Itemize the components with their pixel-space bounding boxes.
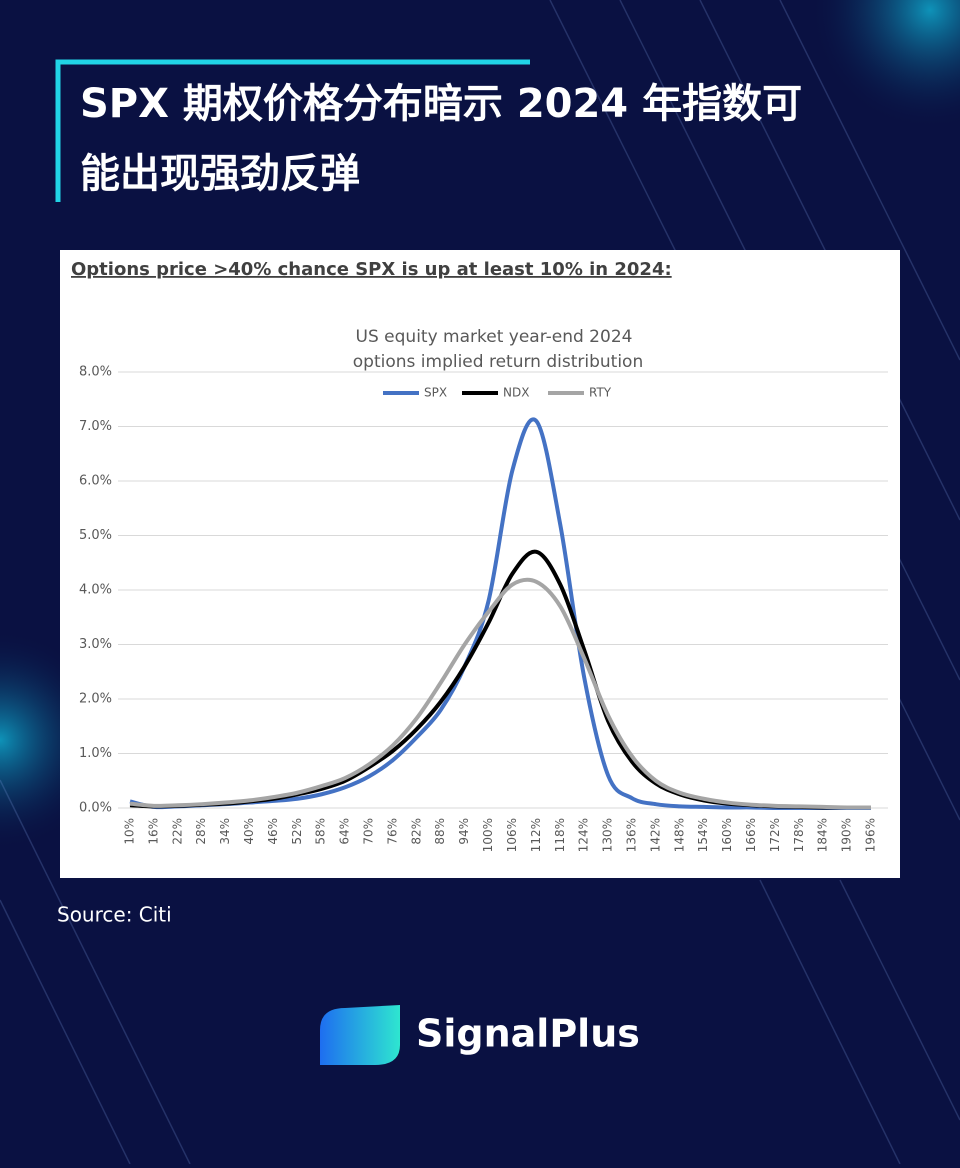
x-tick-label: 142% bbox=[648, 818, 662, 852]
x-tick-label: 46% bbox=[266, 818, 280, 845]
y-tick-label: 7.0% bbox=[79, 419, 112, 434]
title-frame bbox=[55, 59, 530, 202]
x-tick-label: 40% bbox=[242, 818, 256, 845]
x-tick-label: 148% bbox=[672, 818, 686, 852]
x-tick-label: 178% bbox=[792, 818, 806, 852]
legend-label: NDX bbox=[503, 386, 529, 400]
x-tick-label: 136% bbox=[624, 818, 638, 852]
x-tick-label: 130% bbox=[601, 818, 615, 852]
x-tick-label: 166% bbox=[744, 818, 758, 852]
legend-label: RTY bbox=[589, 386, 612, 400]
x-tick-label: 22% bbox=[170, 818, 184, 845]
x-tick-label: 58% bbox=[314, 818, 328, 845]
y-tick-label: 2.0% bbox=[79, 692, 112, 707]
logo-icon bbox=[320, 1005, 400, 1065]
x-tick-label: 154% bbox=[696, 818, 710, 852]
y-tick-label: 8.0% bbox=[79, 365, 112, 380]
legend-label: SPX bbox=[424, 386, 447, 400]
title: 能出现强劲反弹 bbox=[80, 151, 360, 197]
source: Source: Citi bbox=[57, 903, 172, 927]
y-tick-label: 6.0% bbox=[79, 474, 112, 489]
x-tick-label: 100% bbox=[481, 818, 495, 852]
chart-title: options implied return distribution bbox=[353, 352, 643, 372]
y-tick-label: 4.0% bbox=[79, 583, 112, 598]
x-tick-label: 112% bbox=[529, 818, 543, 852]
x-tick-label: 64% bbox=[338, 818, 352, 845]
x-tick-label: 190% bbox=[840, 818, 854, 852]
series-line bbox=[129, 577, 872, 810]
y-tick-label: 3.0% bbox=[79, 637, 112, 652]
chart-title: US equity market year-end 2024 bbox=[356, 327, 633, 347]
x-tick-label: 160% bbox=[720, 818, 734, 852]
y-tick-label: 5.0% bbox=[79, 528, 112, 543]
glow bbox=[810, 0, 960, 130]
x-tick-label: 34% bbox=[218, 818, 232, 845]
x-tick-label: 94% bbox=[457, 818, 471, 845]
x-tick-label: 106% bbox=[505, 818, 519, 852]
x-tick-label: 124% bbox=[577, 818, 591, 852]
x-tick-label: 88% bbox=[433, 818, 447, 845]
x-tick-label: 76% bbox=[385, 818, 399, 845]
chart-subtitle: Options price >40% chance SPX is up at l… bbox=[71, 259, 672, 280]
x-tick-label: 118% bbox=[553, 818, 567, 852]
title: SPX 期权价格分布暗示 2024 年指数可 bbox=[80, 81, 802, 127]
y-tick-label: 1.0% bbox=[79, 746, 112, 761]
x-tick-label: 70% bbox=[362, 818, 376, 845]
x-tick-label: 52% bbox=[290, 818, 304, 845]
x-tick-label: 28% bbox=[194, 818, 208, 845]
x-tick-label: 10% bbox=[123, 818, 137, 845]
x-tick-label: 196% bbox=[864, 818, 878, 852]
x-tick-label: 16% bbox=[146, 818, 160, 845]
x-tick-label: 82% bbox=[409, 818, 423, 845]
plot: 0.0% 1.0% 2.0% 3.0% 4.0% 5.0% 6.0% 7.0% 8.0% 10% 1… bbox=[79, 365, 888, 852]
chart-panel bbox=[60, 250, 900, 878]
x-tick-label: 172% bbox=[768, 818, 782, 852]
brand: SignalPlus bbox=[416, 1012, 640, 1056]
x-tick-label: 184% bbox=[816, 818, 830, 852]
y-tick-label: 0.0% bbox=[79, 801, 112, 816]
